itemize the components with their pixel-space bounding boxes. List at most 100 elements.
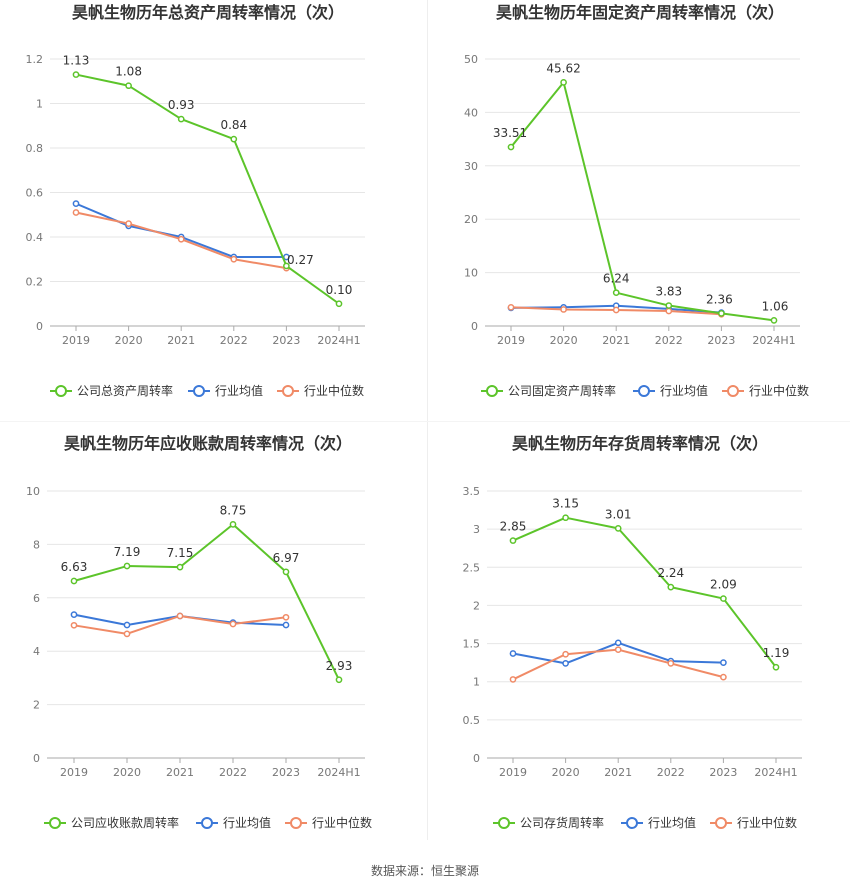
x-tick-label: 2024H1	[317, 766, 360, 779]
data-point-median	[70, 621, 78, 629]
data-label: 7.19	[114, 545, 141, 559]
data-source-label: 数据来源：恒生聚源	[370, 864, 479, 878]
data-point-median	[229, 620, 237, 628]
legend-swatch-marker	[201, 817, 213, 829]
y-tick-label: 2	[33, 699, 40, 712]
y-tick-label: 1.5	[463, 638, 481, 651]
data-point-median	[72, 209, 80, 216]
data-point-company	[667, 583, 675, 591]
data-point-company	[562, 514, 569, 522]
data-label: 3.01	[605, 507, 632, 521]
legend-item-company: 公司总资产周转率	[50, 383, 173, 398]
y-tick-label: 30	[464, 160, 478, 173]
x-tick-label: 2021	[602, 334, 630, 347]
chart-title: 昊帆生物历年总资产周转率情况（次）	[72, 3, 344, 22]
chart-title: 昊帆生物历年固定资产周转率情况（次）	[496, 3, 784, 22]
data-point-median	[177, 235, 185, 243]
legend-item-company: 公司固定资产周转率	[481, 383, 616, 398]
y-tick-label: 0	[36, 320, 43, 333]
data-point-company	[230, 135, 238, 143]
x-tick-label: 2023	[709, 766, 737, 779]
data-point-company	[770, 316, 778, 324]
chart-panel-2: 昊帆生物历年固定资产周转率情况（次） 0 10 20 30 40 50 2019 2020 202…	[464, 3, 809, 398]
data-point-median	[125, 220, 132, 227]
legend-swatch-marker	[55, 385, 67, 397]
data-point-median	[123, 630, 131, 638]
data-label: 3.83	[655, 285, 682, 299]
series-line-median	[512, 648, 724, 681]
data-label: 0.93	[168, 98, 195, 112]
data-label: 1.08	[115, 65, 142, 79]
legend-swatch-marker	[638, 385, 650, 397]
y-tick-label: 50	[464, 53, 478, 66]
x-tick-label: 2020	[550, 334, 578, 347]
legend-swatch-marker	[290, 817, 302, 829]
y-tick-label: 0.8	[26, 142, 44, 155]
legend-item-company: 公司存货周转率	[493, 815, 604, 830]
data-label: 7.15	[167, 546, 194, 560]
legend-swatch-marker	[626, 817, 638, 829]
series-line-company	[512, 516, 777, 668]
legend-label: 公司存货周转率	[520, 815, 604, 830]
x-tick-label: 2020	[552, 766, 580, 779]
data-point-company	[665, 302, 673, 309]
legend-label: 行业中位数	[749, 383, 809, 398]
data-label: 0.10	[326, 283, 353, 297]
x-tick-label: 2021	[167, 334, 195, 347]
data-label: 2.85	[500, 520, 527, 534]
data-point-company	[335, 676, 343, 684]
legend-label: 行业均值	[215, 383, 263, 398]
series-line-company	[510, 81, 775, 322]
data-point-company	[718, 310, 725, 317]
data-label: 1.19	[763, 646, 790, 660]
legend-label: 行业中位数	[737, 815, 797, 830]
data-label: 2.93	[326, 659, 353, 673]
x-tick-label: 2019	[60, 766, 88, 779]
data-point-median	[282, 613, 290, 621]
y-tick-label: 0.6	[26, 187, 44, 200]
data-point-avg	[282, 621, 290, 629]
y-tick-label: 1.2	[26, 53, 44, 66]
data-point-avg	[614, 639, 622, 647]
y-tick-label: 2.5	[463, 561, 481, 574]
data-point-company	[282, 568, 290, 576]
x-tick-label: 2022	[219, 766, 247, 779]
data-point-median	[562, 650, 569, 658]
data-point-avg	[70, 611, 78, 618]
data-point-avg	[283, 253, 290, 261]
chart-title: 昊帆生物历年应收账款周转率情况（次）	[64, 434, 352, 453]
legend-item-median: 行业中位数	[722, 383, 809, 398]
y-tick-label: 0	[473, 752, 480, 765]
x-tick-label: 2020	[115, 334, 143, 347]
x-tick-label: 2024H1	[317, 334, 360, 347]
legend-item-avg: 行业均值	[188, 383, 263, 398]
series-line-company	[73, 523, 340, 681]
y-tick-label: 0	[33, 752, 40, 765]
legend-label: 行业中位数	[312, 815, 372, 830]
chart-panel-3: 昊帆生物历年应收账款周转率情况（次） 0 2 4 6 8 10 2019 2020 2021 202…	[26, 434, 372, 830]
x-tick-label: 2021	[604, 766, 632, 779]
series-line-company	[75, 73, 340, 305]
data-label: 6.24	[603, 272, 630, 286]
y-tick-label: 40	[464, 106, 478, 119]
data-point-company	[125, 82, 132, 90]
x-tick-label: 2022	[220, 334, 248, 347]
data-label: 2.09	[710, 578, 737, 592]
x-tick-label: 2019	[497, 334, 525, 347]
data-label: 1.06	[762, 299, 789, 313]
data-point-median	[667, 660, 675, 667]
data-point-avg	[123, 621, 131, 629]
y-tick-label: 20	[464, 213, 478, 226]
horizontal-divider	[0, 421, 850, 422]
legend-item-avg: 行业均值	[621, 815, 696, 830]
chart-panel-1: 昊帆生物历年总资产周转率情况（次） 0 0.2 0.4 0.6 0.8 1 1.2 2019 20…	[26, 3, 365, 398]
data-point-median	[720, 673, 727, 681]
y-tick-label: 0.5	[463, 714, 481, 727]
x-tick-label: 2021	[166, 766, 194, 779]
chart-title: 昊帆生物历年存货周转率情况（次）	[512, 434, 768, 453]
data-point-avg	[509, 650, 517, 657]
x-tick-label: 2022	[655, 334, 683, 347]
chart-panel-4: 昊帆生物历年存货周转率情况（次） 0 0.5 1 1.5 2 2.5 3 3.5 2019 2020…	[463, 434, 802, 830]
data-point-company	[560, 79, 567, 86]
